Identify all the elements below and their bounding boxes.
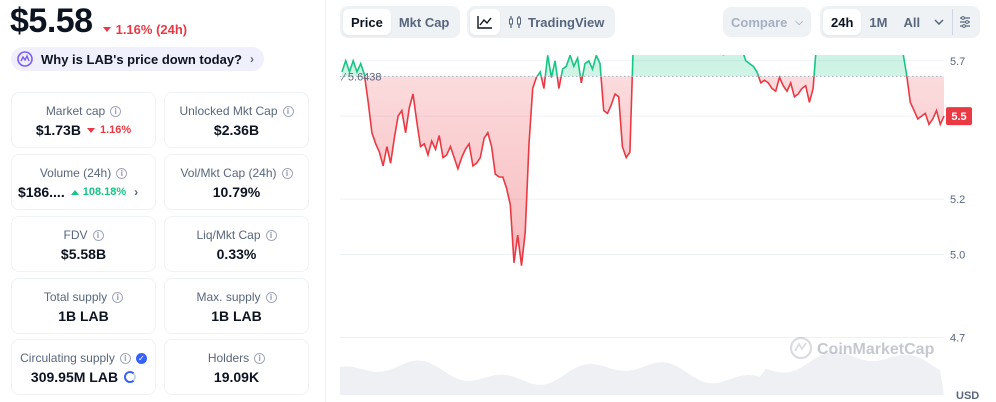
stats-panel: $5.58 1.16% (24h) Why is LAB's price dow… bbox=[0, 0, 326, 402]
range-all[interactable]: All bbox=[903, 14, 921, 30]
volume-change: 108.18% bbox=[70, 186, 127, 198]
y-tick-label: 5.0 bbox=[950, 249, 965, 261]
circulating-supply-label: Circulating supply bbox=[20, 351, 115, 365]
max-supply-value: 1B LAB bbox=[211, 308, 262, 324]
verified-check-icon: ✓ bbox=[135, 352, 147, 364]
time-range-toggle: 24h 1M All bbox=[820, 6, 981, 38]
liq-mkt-cap-card[interactable]: Liq/Mkt Cap i 0.33% bbox=[164, 216, 309, 272]
liq-mkt-cap-label: Liq/Mkt Cap bbox=[196, 228, 261, 242]
holders-card[interactable]: Holders i 19.09K bbox=[164, 339, 309, 395]
fdv-card[interactable]: FDV i $5.58B bbox=[11, 216, 156, 272]
price-chart[interactable]: ⁄ 5.64386.26.05.75.55.25.04.75.5CoinMark… bbox=[340, 55, 996, 402]
info-icon[interactable]: i bbox=[116, 167, 128, 179]
info-icon[interactable]: i bbox=[119, 352, 131, 364]
info-icon[interactable]: i bbox=[254, 352, 266, 364]
coinmarketcap-watermark bbox=[789, 336, 813, 360]
y-tick-label: 4.7 bbox=[950, 333, 965, 345]
circulating-supply-value: 309.95M LAB bbox=[30, 369, 119, 385]
current-price-label: 5.5 bbox=[951, 111, 966, 123]
ai-sparkle-icon bbox=[17, 51, 33, 67]
market-cap-change: 1.16% bbox=[86, 124, 132, 136]
price-change-value: 1.16% (24h) bbox=[115, 22, 188, 37]
fdv-label: FDV bbox=[63, 228, 88, 242]
unlocked-mkt-cap-label: Unlocked Mkt Cap bbox=[179, 104, 278, 118]
chevron-down-icon bbox=[934, 19, 944, 25]
unlocked-mkt-cap-value: $2.36B bbox=[213, 122, 260, 138]
tradingview-label: TradingView bbox=[528, 14, 605, 30]
info-icon[interactable]: i bbox=[110, 105, 122, 117]
chevron-right-icon: › bbox=[250, 52, 254, 66]
y-tick-label: 5.7 bbox=[950, 56, 965, 68]
tab-price[interactable]: Price bbox=[343, 9, 391, 35]
candlestick-icon bbox=[509, 16, 521, 28]
compare-dropdown[interactable]: Compare ⌵ bbox=[723, 7, 811, 37]
chevron-right-icon[interactable]: › bbox=[134, 185, 139, 199]
total-supply-label: Total supply bbox=[43, 290, 108, 304]
max-supply-label: Max. supply bbox=[196, 290, 261, 304]
info-icon[interactable]: i bbox=[265, 291, 277, 303]
price-chart-svg[interactable]: ⁄ 5.64386.26.05.75.55.25.04.75.5CoinMark… bbox=[340, 55, 996, 402]
info-icon[interactable]: i bbox=[282, 105, 294, 117]
vol-mkt-cap-card[interactable]: Vol/Mkt Cap (24h) i 10.79% bbox=[164, 154, 309, 210]
volume-card[interactable]: Volume (24h) i $186.... 108.18% › bbox=[11, 154, 156, 210]
market-cap-card[interactable]: Market cap i $1.73B 1.16% bbox=[11, 92, 156, 148]
more-ranges-button[interactable] bbox=[928, 9, 950, 35]
holders-value: 19.09K bbox=[213, 369, 260, 385]
range-24h[interactable]: 24h bbox=[823, 9, 862, 35]
price-change: 1.16% (24h) bbox=[102, 22, 188, 37]
liq-mkt-cap-value: 0.33% bbox=[216, 246, 257, 262]
line-chart-button[interactable] bbox=[470, 9, 500, 35]
chart-type-toggle: TradingView bbox=[467, 6, 616, 38]
volume-change-value: 108.18% bbox=[82, 186, 127, 198]
chart-settings-button[interactable] bbox=[952, 9, 977, 35]
market-cap-label: Market cap bbox=[45, 104, 106, 118]
sliders-icon bbox=[960, 16, 971, 28]
area-below-reference bbox=[342, 76, 944, 266]
volume-label: Volume (24h) bbox=[39, 166, 112, 180]
current-price-badge bbox=[946, 107, 972, 126]
price-line-down bbox=[363, 76, 945, 266]
holders-label: Holders bbox=[207, 351, 250, 365]
reference-label: ⁄ 5.6438 bbox=[340, 71, 382, 83]
line-chart-icon bbox=[477, 16, 492, 29]
down-arrow-icon bbox=[86, 127, 95, 133]
market-cap-value: $1.73B bbox=[35, 122, 81, 138]
info-icon[interactable]: i bbox=[92, 229, 104, 241]
info-icon[interactable]: i bbox=[281, 167, 293, 179]
currency-label: USD bbox=[956, 390, 979, 402]
down-arrow-icon bbox=[102, 27, 111, 32]
up-arrow-icon bbox=[70, 189, 79, 195]
current-price: $5.58 bbox=[10, 2, 93, 40]
volume-value: $186.... bbox=[18, 184, 65, 200]
chevron-down-icon: ⌵ bbox=[795, 16, 803, 28]
y-tick-label: 5.2 bbox=[950, 194, 965, 206]
tradingview-button[interactable]: TradingView bbox=[500, 9, 612, 35]
price-header: $5.58 1.16% (24h) bbox=[10, 2, 187, 41]
circulating-supply-card[interactable]: Circulating supply i ✓ 309.95M LAB bbox=[11, 339, 156, 395]
range-1m[interactable]: 1M bbox=[869, 14, 888, 30]
info-icon[interactable]: i bbox=[265, 229, 277, 241]
tab-mkt-cap[interactable]: Mkt Cap bbox=[398, 14, 450, 30]
vol-mkt-cap-value: 10.79% bbox=[212, 184, 261, 200]
market-cap-change-value: 1.16% bbox=[99, 124, 132, 136]
total-supply-value: 1B LAB bbox=[58, 308, 109, 324]
max-supply-card[interactable]: Max. supply i 1B LAB bbox=[164, 278, 309, 334]
why-price-down-button[interactable]: Why is LAB's price down today? › bbox=[11, 47, 264, 71]
unlocked-mkt-cap-card[interactable]: Unlocked Mkt Cap i $2.36B bbox=[164, 92, 309, 148]
vol-mkt-cap-label: Vol/Mkt Cap (24h) bbox=[180, 166, 277, 180]
why-price-down-label: Why is LAB's price down today? bbox=[41, 51, 242, 67]
watermark-text: CoinMarketCap bbox=[817, 341, 935, 358]
fdv-value: $5.58B bbox=[60, 246, 107, 262]
supply-progress-ring-icon bbox=[124, 371, 137, 383]
price-mktcap-toggle: Price Mkt Cap bbox=[340, 6, 461, 38]
area-above-reference bbox=[342, 55, 907, 77]
compare-label: Compare bbox=[731, 14, 788, 30]
volume-area bbox=[340, 351, 944, 395]
info-icon[interactable]: i bbox=[112, 291, 124, 303]
total-supply-card[interactable]: Total supply i 1B LAB bbox=[11, 278, 156, 334]
